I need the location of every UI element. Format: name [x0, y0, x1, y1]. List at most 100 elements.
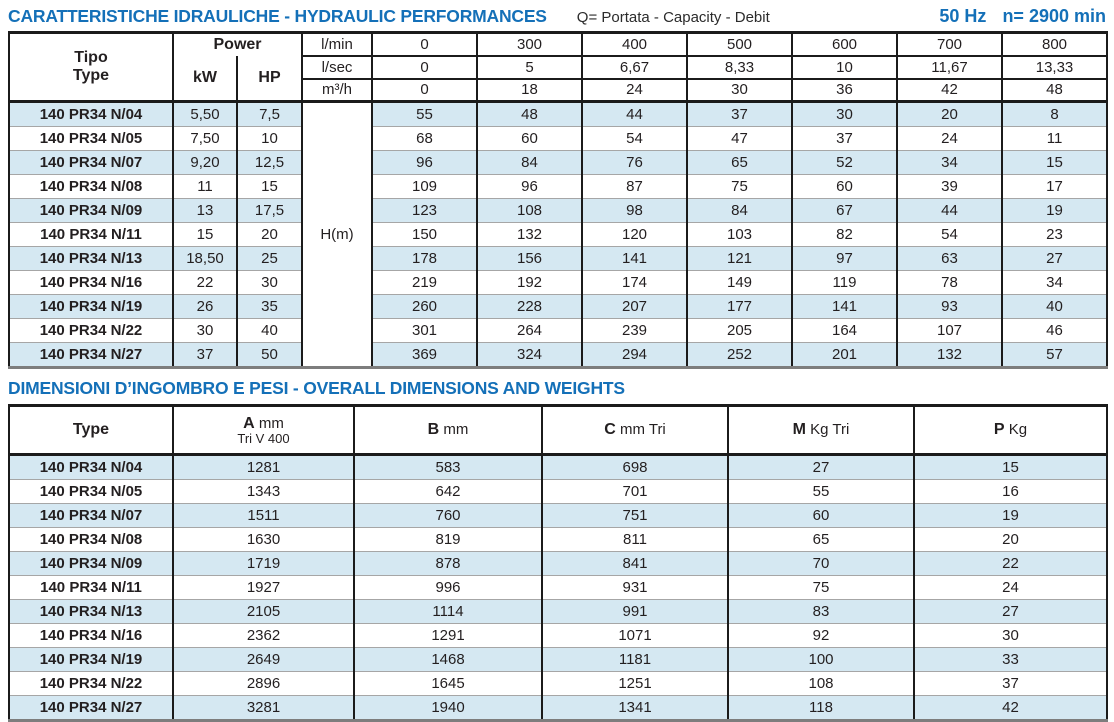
head-value-cell: 109: [371, 174, 478, 199]
head-value-cell: 369: [371, 342, 478, 368]
model-cell: 140 PR34 N/11: [8, 575, 173, 600]
head-value-cell: 48: [476, 100, 583, 127]
dimension-value-cell: 1281: [172, 453, 354, 480]
kw-cell: 7,50: [172, 126, 237, 151]
head-value-cell: 76: [581, 150, 688, 175]
dimension-column-header: C mm Tri: [541, 405, 728, 456]
table-row: 140 PR34 N/08 11 15 109 96 87 75 60 39 17: [8, 174, 1108, 199]
dimension-value-cell: 878: [353, 551, 542, 576]
dimension-value-cell: 1251: [541, 671, 728, 696]
hydraulic-performance-table: Tipo Type Power l/min 0 300 400 500 600 700 80…: [8, 31, 1109, 369]
head-value-cell: 141: [791, 294, 898, 319]
hp-cell: 10: [235, 126, 303, 151]
head-unit-cell: H(m): [301, 100, 373, 368]
dimension-value-cell: 1630: [172, 527, 354, 552]
kw-cell: 26: [172, 294, 237, 319]
flow-value-cell: 700: [896, 32, 1003, 57]
hp-cell: 17,5: [235, 198, 303, 223]
dimension-value-cell: 42: [913, 695, 1107, 721]
dimension-value-cell: 819: [353, 527, 542, 552]
head-value-cell: 96: [476, 174, 583, 199]
head-value-cell: 132: [476, 222, 583, 247]
dimension-value-cell: 15: [913, 453, 1107, 480]
flow-value-cell: 0: [371, 78, 478, 103]
head-value-cell: 27: [1001, 246, 1108, 271]
head-value-cell: 192: [476, 270, 583, 295]
model-cell: 140 PR34 N/16: [8, 623, 173, 648]
dimension-value-cell: 2896: [172, 671, 354, 696]
head-value-cell: 34: [896, 150, 1003, 175]
dimension-value-cell: 27: [913, 599, 1107, 624]
head-value-cell: 141: [581, 246, 688, 271]
head-value-cell: 87: [581, 174, 688, 199]
head-value-cell: 82: [791, 222, 898, 247]
flow-row-lsec: kW HP l/sec 0 5 6,67 8,33 10 11,67 13,33: [9, 55, 1108, 102]
head-value-cell: 324: [476, 342, 583, 368]
table-row: 140 PR34 N/09 1719 878 841 70 22: [8, 551, 1107, 576]
dimensions-weights-table: Type A mm Tri V 400 B mm C mm Tri M Kg Tri P …: [8, 404, 1108, 722]
dimension-value-cell: 760: [353, 503, 542, 528]
dimension-value-cell: 2649: [172, 647, 354, 672]
flow-row-lmin: Tipo Type Power l/min 0 300 400 500 600 700 80…: [8, 32, 1108, 102]
head-value-cell: 201: [791, 342, 898, 368]
flow-legend: Q= Portata - Capacity - Debit: [576, 9, 770, 26]
model-cell: 140 PR34 N/09: [8, 198, 173, 223]
dimension-value-cell: 1645: [353, 671, 542, 696]
head-value-cell: 174: [581, 270, 688, 295]
dimension-unit: Kg Tri: [805, 421, 850, 438]
head-value-cell: 97: [791, 246, 898, 271]
head-value-cell: 120: [581, 222, 688, 247]
head-value-cell: 44: [581, 100, 688, 127]
table-row: 140 PR34 N/27 37 50 369 324 294 252 201 132 57: [8, 342, 1108, 368]
dimension-value-cell: 701: [541, 479, 728, 504]
hydraulic-section-title: CARATTERISTICHE IDRAULICHE - HYDRAULIC P…: [8, 6, 547, 26]
dimension-value-cell: 75: [727, 575, 914, 600]
table-row: 140 PR34 N/11 15 20 150 132 120 103 82 54 23: [8, 222, 1108, 247]
flow-value-cell: 11,67: [896, 55, 1003, 80]
dimension-value-cell: 19: [913, 503, 1107, 528]
flow-value-cell: 500: [686, 32, 793, 57]
power-column-header: Power: [171, 32, 303, 56]
dimension-unit: mm: [439, 421, 469, 438]
hp-cell: 20: [235, 222, 303, 247]
head-value-cell: 252: [686, 342, 793, 368]
frequency-speed: 50 Hz n= 2900 min: [939, 6, 1106, 27]
dimension-value-cell: 24: [913, 575, 1107, 600]
table-row: 140 PR34 N/08 1630 819 811 65 20: [8, 527, 1107, 552]
flow-value-cell: 13,33: [1001, 55, 1108, 80]
dimension-value-cell: 841: [541, 551, 728, 576]
dimension-unit: mm: [254, 414, 284, 432]
table-row: 140 PR34 N/07 9,20 12,5 96 84 76 65 52 34 15: [8, 150, 1108, 175]
head-value-cell: 150: [371, 222, 478, 247]
head-value-cell: 37: [686, 100, 793, 127]
dimension-value-cell: 698: [541, 453, 728, 480]
flow-unit-lsec: l/sec: [301, 55, 373, 80]
flow-value-cell: 36: [791, 78, 898, 103]
head-value-cell: 75: [686, 174, 793, 199]
table-row: 140 PR34 N/13 18,50 25 178 156 141 121 97 63 27: [8, 246, 1108, 271]
model-cell: 140 PR34 N/19: [8, 647, 173, 672]
head-value-cell: 260: [371, 294, 478, 319]
model-cell: 140 PR34 N/13: [8, 599, 173, 624]
table-row: 140 PR34 N/04 5,50 7,5 H(m) 55 48 44 37 30 20 8: [8, 100, 1108, 368]
head-value-cell: 93: [896, 294, 1003, 319]
table-row: 140 PR34 N/22 30 40 301 264 239 205 164 107 46: [8, 318, 1108, 343]
table-row: 140 PR34 N/13 2105 1114 991 83 27: [8, 599, 1107, 624]
head-value-cell: 294: [581, 342, 688, 368]
head-value-cell: 54: [896, 222, 1003, 247]
model-cell: 140 PR34 N/07: [8, 503, 173, 528]
dimension-value-cell: 996: [353, 575, 542, 600]
model-cell: 140 PR34 N/05: [8, 126, 173, 151]
dimension-value-cell: 1291: [353, 623, 542, 648]
dimension-value-cell: 1719: [172, 551, 354, 576]
head-value-cell: 40: [1001, 294, 1108, 319]
head-value-cell: 60: [791, 174, 898, 199]
dimension-value-cell: 931: [541, 575, 728, 600]
table-row: 140 PR34 N/04 1281 583 698 27 15: [8, 453, 1107, 480]
head-value-cell: 228: [476, 294, 583, 319]
dimension-value-cell: 37: [913, 671, 1107, 696]
head-value-cell: 11: [1001, 126, 1108, 151]
model-cell: 140 PR34 N/08: [8, 174, 173, 199]
head-value-cell: 207: [581, 294, 688, 319]
dimension-column-header: A mm Tri V 400: [172, 405, 354, 456]
